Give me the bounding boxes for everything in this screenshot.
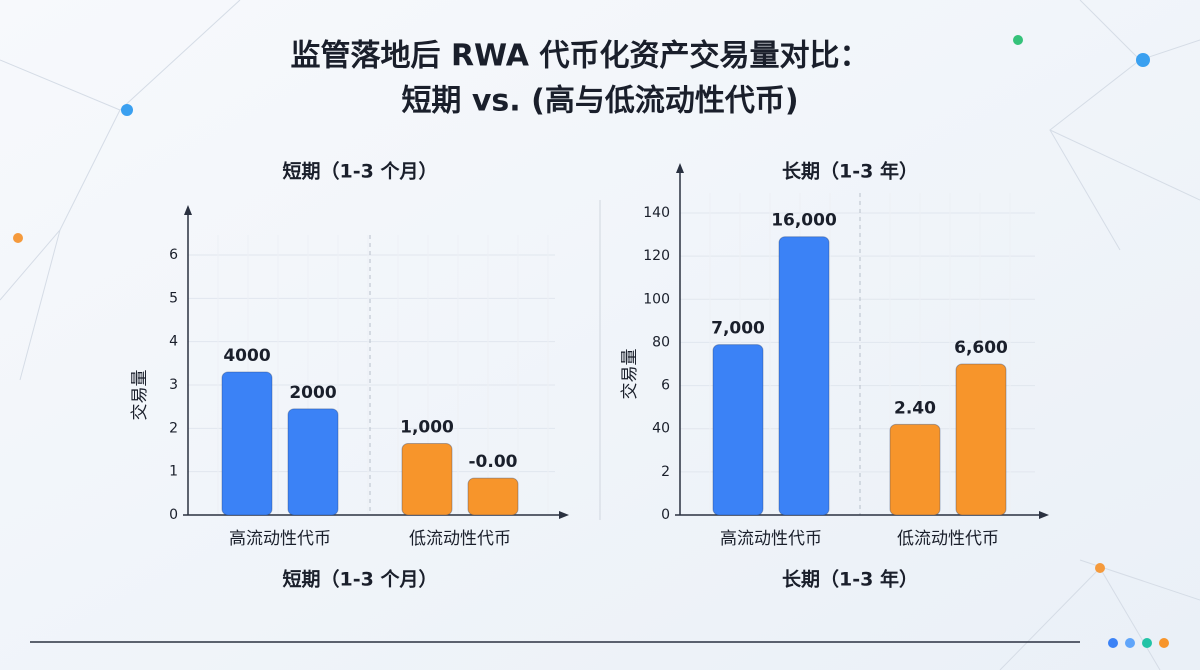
- bar-annotation: -0.00: [469, 452, 518, 472]
- y-tick-label: 120: [643, 248, 670, 264]
- x-tick-label: 低流动性代币: [897, 529, 999, 549]
- decor-dot: [121, 104, 133, 116]
- chart-title: 短期（1-3 个月）: [283, 160, 438, 183]
- bar: [889, 423, 941, 516]
- bar-annotation: 2.40: [894, 398, 936, 418]
- y-tick-label: 6: [661, 378, 670, 394]
- y-tick-label: 3: [169, 377, 178, 393]
- bar: [401, 443, 453, 516]
- bar-annotation: 16,000: [771, 211, 837, 231]
- bar: [955, 363, 1007, 516]
- y-tick-label: 140: [643, 205, 670, 221]
- chart-title: 长期（1-3 年）: [782, 160, 918, 183]
- y-tick-label: 2: [661, 464, 670, 480]
- x-tick-label: 高流动性代币: [720, 529, 822, 549]
- decor-dot: [1013, 35, 1023, 45]
- bar-annotation: 7,000: [711, 319, 765, 339]
- y-arrow: [184, 205, 192, 215]
- x-axis-title: 短期（1-3 个月）: [283, 568, 438, 591]
- bar: [467, 477, 519, 516]
- bar: [287, 408, 339, 516]
- y-tick-label: 100: [643, 291, 670, 307]
- x-tick-label: 低流动性代币: [409, 529, 511, 549]
- y-tick-label: 6: [169, 247, 178, 263]
- x-tick-label: 高流动性代币: [229, 529, 331, 549]
- y-axis-title: 交易量: [620, 349, 640, 400]
- x-arrow: [559, 511, 569, 519]
- y-tick-label: 0: [169, 507, 178, 523]
- bar-annotation: 2000: [289, 383, 336, 403]
- bar-annotation: 1,000: [400, 418, 454, 438]
- decor-dot: [13, 233, 23, 243]
- y-tick-label: 0: [661, 507, 670, 523]
- bar: [221, 371, 273, 516]
- title-line: 监管落地后 RWA 代币化资产交易量对比：: [291, 39, 870, 74]
- decor-dot: [1095, 563, 1105, 573]
- y-tick-label: 5: [169, 290, 178, 306]
- bar: [778, 236, 830, 516]
- footer-dots: [1108, 638, 1169, 648]
- y-axis-title: 交易量: [130, 370, 150, 421]
- bar-annotation: 4000: [223, 346, 270, 366]
- x-arrow: [1039, 511, 1049, 519]
- bar: [712, 344, 764, 516]
- bar-annotation: 6,600: [954, 338, 1008, 358]
- y-tick-label: 2: [169, 420, 178, 436]
- decor-dot: [1136, 53, 1150, 67]
- title-line: 短期 vs. (高与低流动性代币): [401, 84, 798, 119]
- x-axis-title: 长期（1-3 年）: [782, 568, 918, 591]
- y-tick-label: 80: [652, 334, 670, 350]
- y-arrow: [676, 163, 684, 173]
- y-tick-label: 4: [169, 334, 178, 350]
- y-tick-label: 1: [169, 464, 178, 480]
- y-tick-label: 40: [652, 421, 670, 437]
